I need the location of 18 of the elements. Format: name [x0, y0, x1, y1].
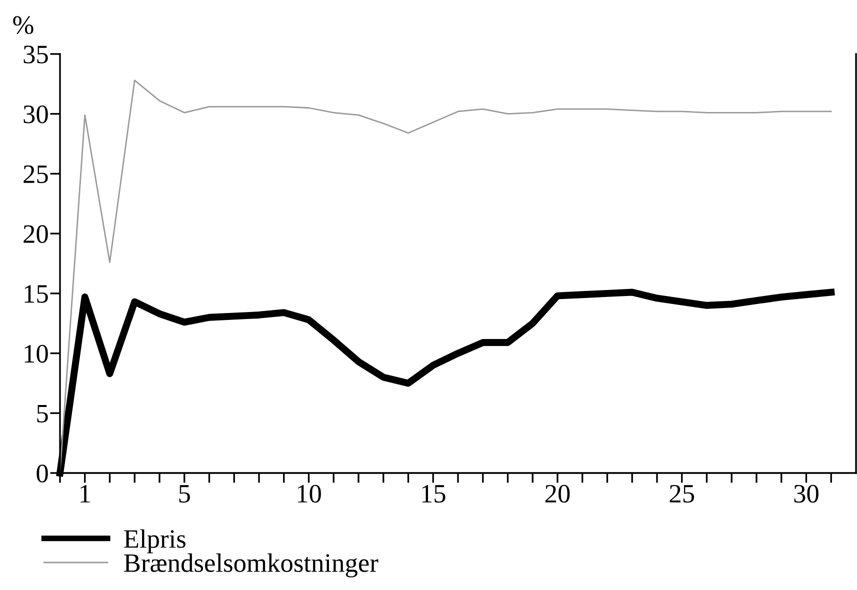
y-tick-label: 35 — [24, 46, 48, 64]
legend-label: Brændselsomkostninger — [124, 553, 378, 578]
y-tick-label: 10 — [24, 344, 48, 363]
y-tick-label: 15 — [24, 285, 48, 303]
x-tick-label: 10 — [298, 484, 321, 503]
y-axis-title: % — [13, 16, 34, 34]
y-tick-label: 20 — [24, 225, 48, 243]
y-tick-label: 25 — [24, 165, 48, 184]
y-tick-label: 0 — [36, 464, 48, 482]
x-tick-label: 20 — [545, 484, 570, 503]
x-tick-label: 15 — [422, 485, 446, 503]
x-tick-label: 1 — [80, 485, 90, 502]
legend-label: Elpris — [124, 529, 186, 554]
x-tick-label: 5 — [179, 485, 190, 503]
y-tick-label: 30 — [24, 105, 48, 124]
x-tick-label: 25 — [670, 484, 694, 503]
y-tick-label: 5 — [37, 405, 48, 423]
x-tick-label: 30 — [794, 484, 818, 503]
